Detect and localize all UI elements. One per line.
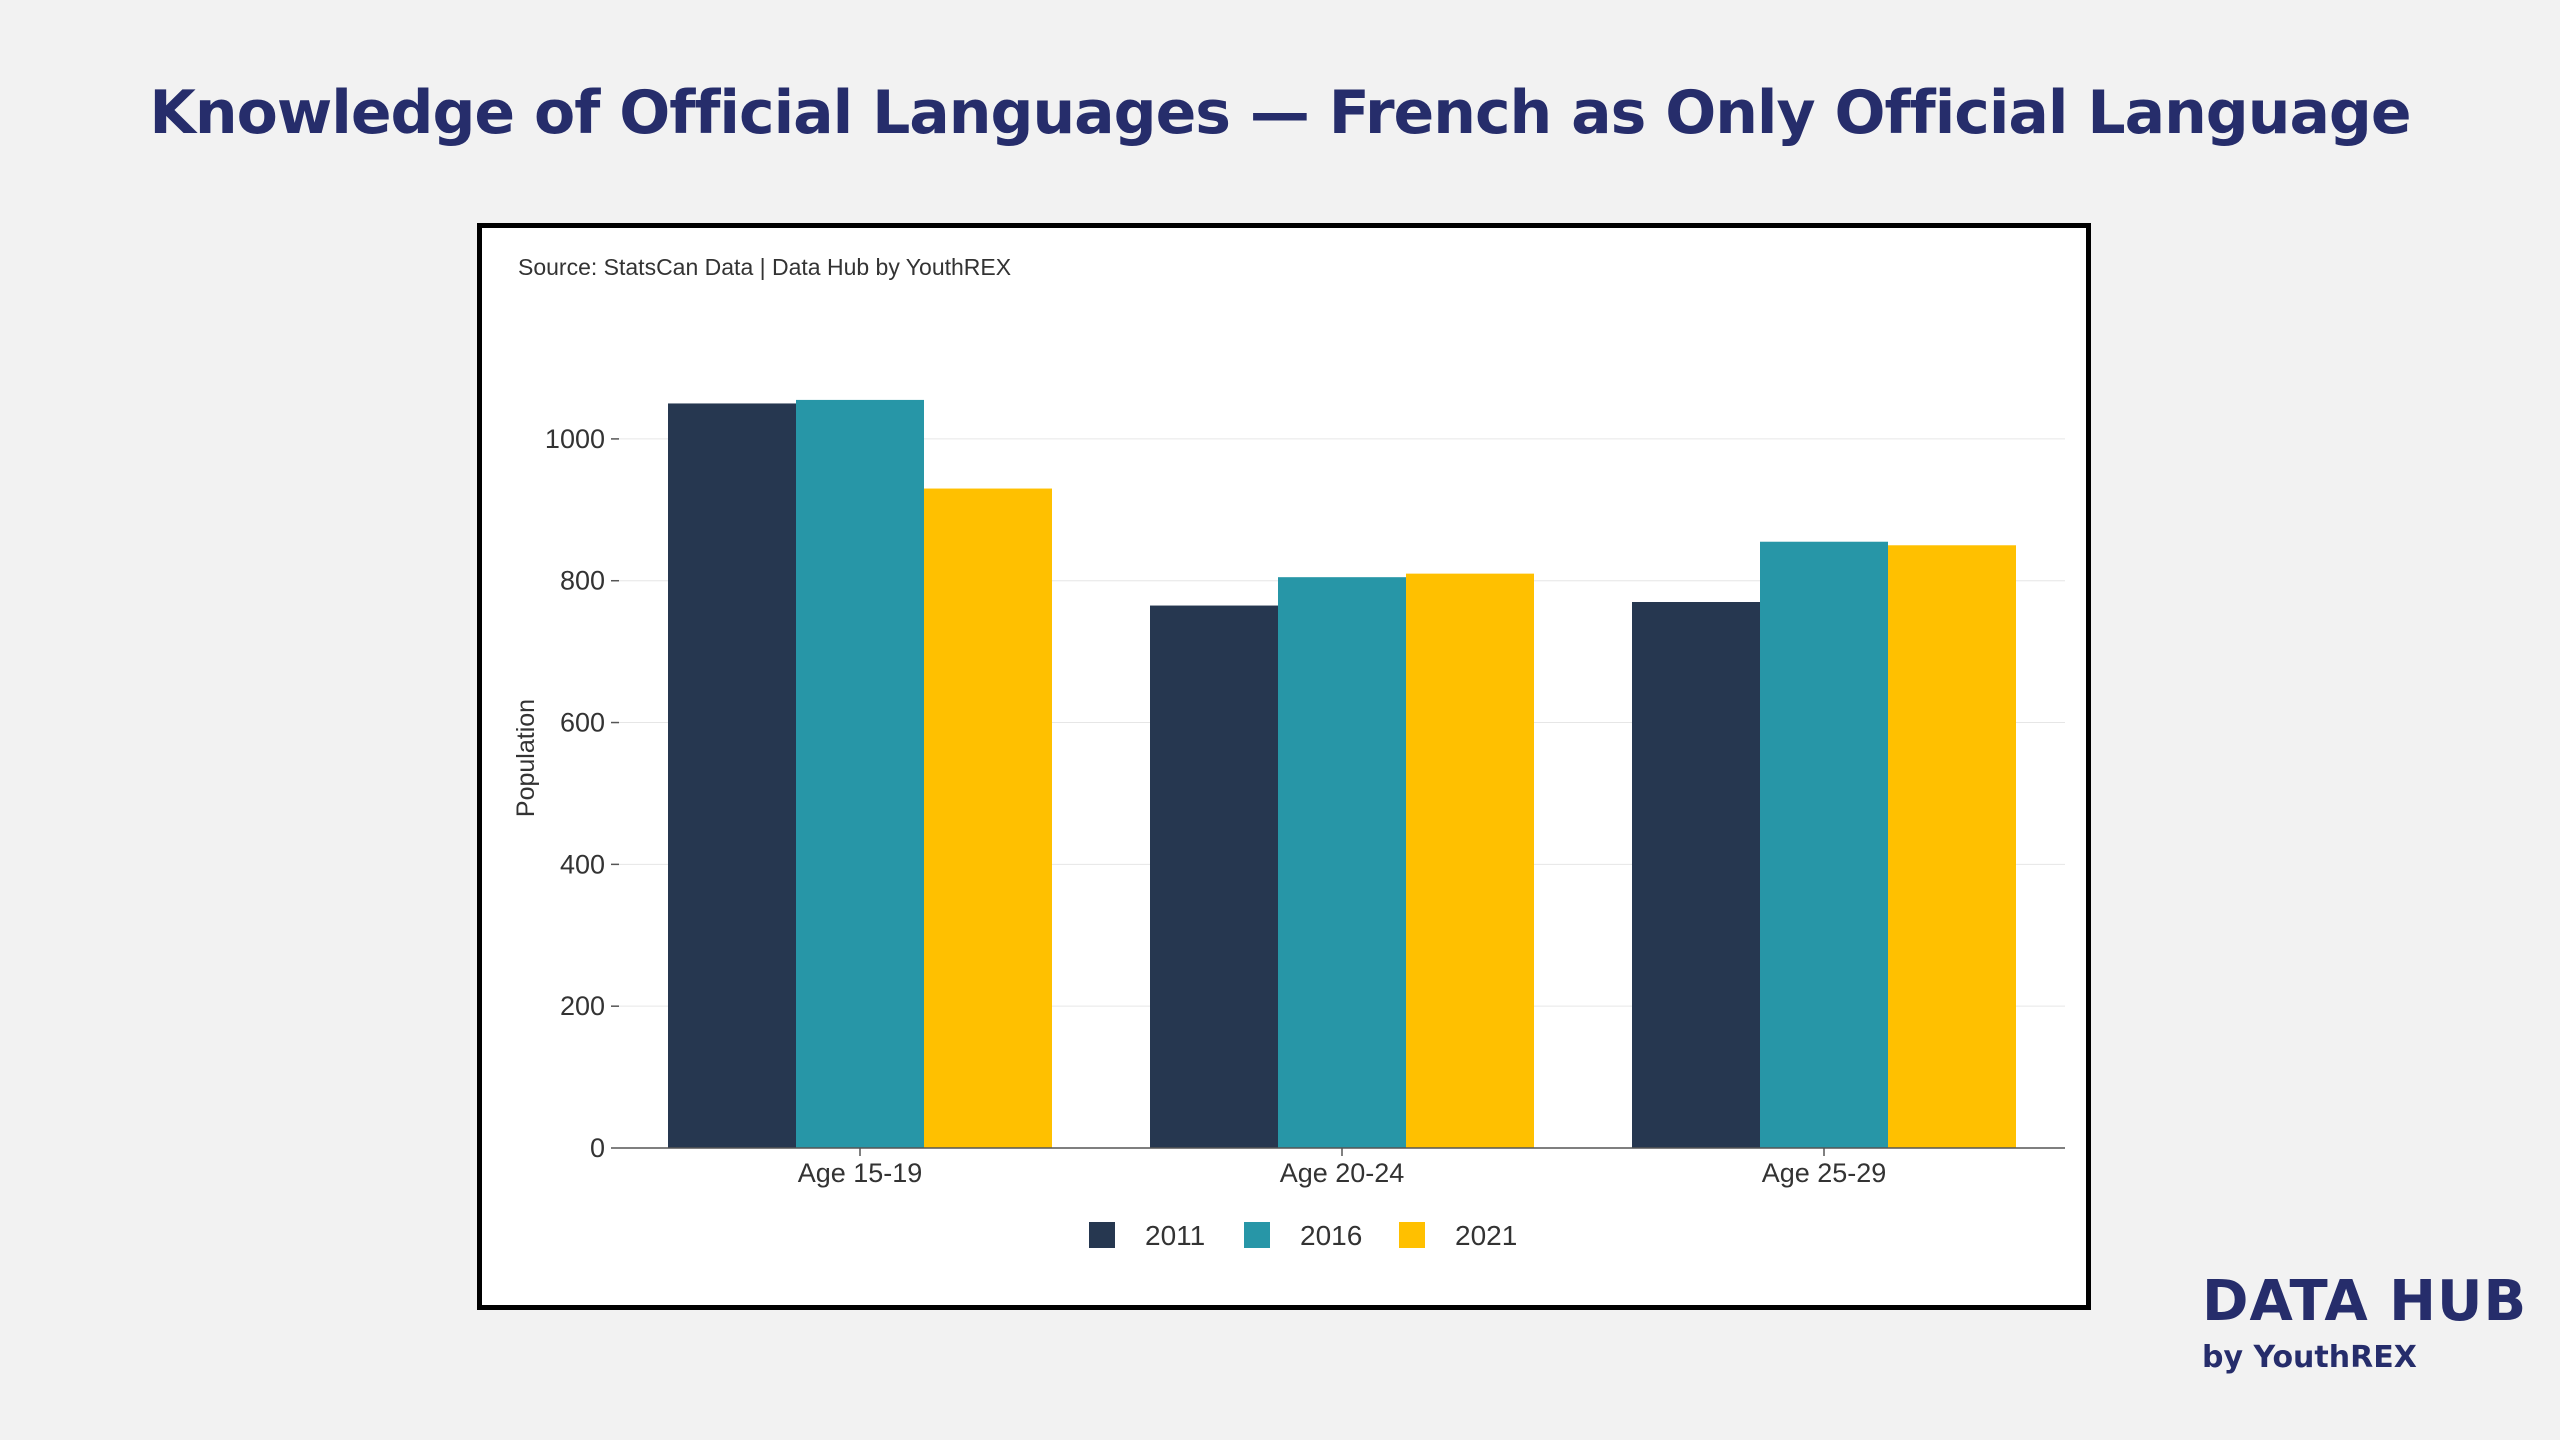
y-tick-label: 0 <box>590 1133 605 1163</box>
legend-swatch-2011 <box>1089 1222 1115 1248</box>
x-tick-label: Age 20-24 <box>1280 1158 1405 1188</box>
y-axis-label: Population <box>512 699 540 817</box>
source-note: Source: StatsCan Data | Data Hub by Yout… <box>518 254 1012 280</box>
legend-label-2011: 2011 <box>1145 1220 1205 1251</box>
legend-swatch-2021 <box>1399 1222 1425 1248</box>
chart-frame: Source: StatsCan Data | Data Hub by Yout… <box>477 223 2091 1310</box>
bar-2016-2 <box>1278 577 1406 1148</box>
bar-2011-1 <box>668 403 796 1148</box>
legend-label-2021: 2021 <box>1455 1220 1517 1251</box>
y-tick-label: 600 <box>560 708 605 738</box>
bar-2021-1 <box>924 488 1052 1149</box>
y-tick-label: 800 <box>560 566 605 596</box>
bar-2011-3 <box>1632 602 1760 1148</box>
x-tick-label: Age 15-19 <box>798 1158 923 1188</box>
legend-swatch-2016 <box>1244 1222 1270 1248</box>
bar-2021-2 <box>1406 573 1534 1148</box>
x-tick-label: Age 25-29 <box>1762 1158 1887 1188</box>
y-tick-label: 400 <box>560 849 605 879</box>
legend-label-2016: 2016 <box>1300 1220 1362 1251</box>
page-title: Knowledge of Official Languages — French… <box>149 78 2411 148</box>
bar-2011-2 <box>1150 605 1278 1148</box>
bar-2016-1 <box>796 399 924 1149</box>
brand-name: DATA HUB <box>2202 1269 2528 1334</box>
y-tick-label: 1000 <box>545 424 605 454</box>
brand-logo: DATA HUB by YouthREX <box>2202 1270 2527 1378</box>
y-tick-label: 200 <box>560 991 605 1021</box>
brand-sub: by YouthREX <box>2202 1340 2417 1375</box>
bar-2021-3 <box>1888 545 2016 1148</box>
bar-chart: 0 200 400 600 800 1000 Population Age 15-19 Age … <box>512 399 2065 1251</box>
bar-2016-3 <box>1760 541 1888 1148</box>
